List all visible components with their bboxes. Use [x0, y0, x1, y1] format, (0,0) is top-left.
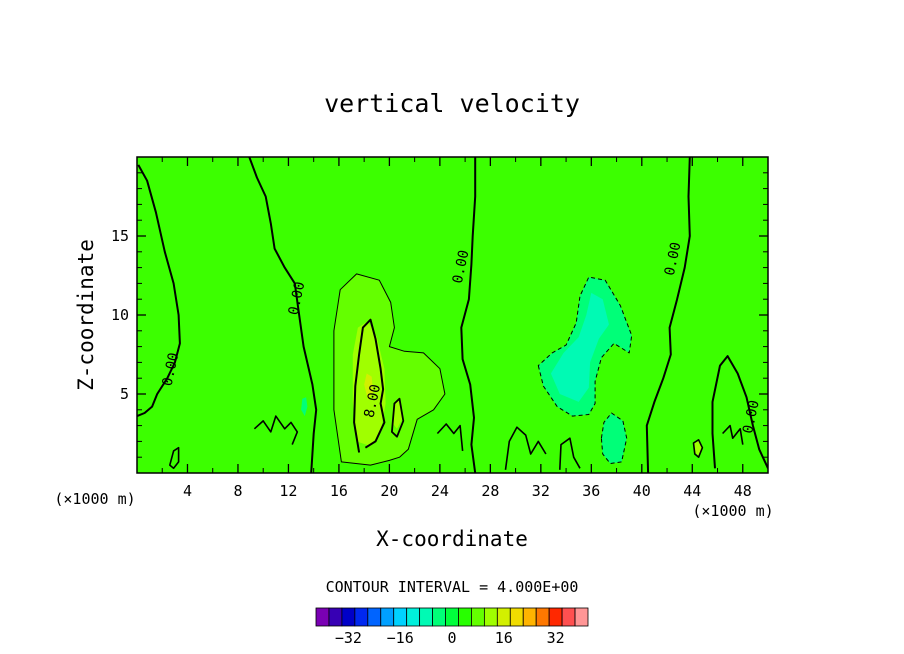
x-tick-label: 24 [431, 482, 449, 500]
x-tick-label: 32 [532, 482, 550, 500]
x-tick-label: 12 [279, 482, 297, 500]
colorbar-swatch [471, 607, 485, 627]
y-tick-label: 10 [111, 306, 129, 324]
updraft-peak-fill [364, 373, 373, 401]
wavy-bottom-5 [722, 424, 744, 445]
contour-label: 0.00 [740, 399, 763, 435]
colorbar-swatch [496, 607, 511, 627]
eight-contour [353, 318, 386, 453]
x-axis: 4 8 12 16 20 24 28 32 36 40 44 48 [161, 157, 752, 500]
colorbar-swatch [432, 607, 446, 627]
colorbar-ticks: −32 −16 0 16 32 [335, 629, 565, 647]
colorbar-swatch [419, 607, 433, 627]
downdraft-core-fill [550, 292, 609, 402]
x-tick-label: 4 [183, 482, 192, 500]
wavy-bottom-1 [253, 415, 299, 445]
colorbar-tick-label: 32 [547, 629, 565, 647]
colorbar-swatch [509, 607, 524, 627]
x-tick-label: 40 [633, 482, 651, 500]
wavy-bottom-4 [559, 437, 581, 470]
neg-four-contour [537, 276, 633, 417]
zero-contour-left [137, 164, 181, 418]
neg-four-contour-lower [600, 412, 628, 464]
colorbar-swatch [354, 607, 369, 627]
contour-interval-text: CONTOUR INTERVAL = 4.000E+00 [326, 578, 579, 596]
colorbar-swatch [445, 607, 459, 627]
chart-title: vertical velocity [324, 89, 580, 118]
x-tick-label: 8 [233, 482, 242, 500]
zero-contour-right [711, 355, 768, 469]
colorbar-swatch [561, 607, 576, 627]
y-tick-label: 5 [120, 385, 129, 403]
small-loop-1 [169, 446, 180, 470]
colorbar [315, 607, 589, 627]
zero-contour-4 [645, 157, 691, 473]
x-tick-label: 20 [380, 482, 398, 500]
four-contour [333, 273, 446, 466]
colorbar-swatch [328, 607, 343, 627]
colorbar-swatch [393, 607, 408, 627]
contour-label: 0.00 [160, 351, 183, 387]
colorbar-tick-label: −16 [387, 629, 414, 647]
y-tick-label: 15 [111, 227, 129, 245]
small-loop-2 [692, 439, 704, 458]
y-axis: 5 10 15 [111, 172, 768, 458]
x-axis-label: X-coordinate [376, 527, 528, 551]
wavy-bottom-3 [504, 426, 547, 470]
colorbar-swatch [535, 607, 550, 627]
y-axis-label: Z-coordinate [74, 239, 98, 391]
zero-contour-2 [248, 157, 318, 473]
colorbar-swatch [574, 607, 589, 627]
downdraft-small-fill [301, 397, 308, 417]
colorbar-swatch [458, 607, 472, 627]
eight-contour-lobe [391, 397, 405, 438]
x-unit-label-right: (×1000 m) [692, 502, 773, 520]
x-unit-label: (×1000 m) [54, 490, 135, 508]
plot-area: 0.00 0.00 8.00 0.00 0.00 0.00 [136, 156, 769, 474]
colorbar-swatch [367, 607, 382, 627]
x-tick-label: 36 [582, 482, 600, 500]
colorbar-tick-label: 16 [495, 629, 513, 647]
colorbar-swatch [315, 607, 330, 627]
colorbar-tick-label: 0 [447, 629, 456, 647]
x-tick-label: 48 [734, 482, 752, 500]
x-tick-label: 44 [683, 482, 701, 500]
x-tick-label: 28 [481, 482, 499, 500]
colorbar-swatch [548, 607, 563, 627]
contour-label: 0.00 [662, 241, 685, 277]
field-background [137, 157, 768, 473]
colorbar-swatch [380, 607, 395, 627]
contour-label: 8.00 [362, 383, 385, 419]
colorbar-swatch [483, 607, 498, 627]
colorbar-swatch [522, 607, 537, 627]
contour-label: 0.00 [286, 280, 309, 316]
wavy-bottom-2 [436, 423, 464, 451]
colorbar-swatch [341, 607, 356, 627]
zero-contour-3 [460, 157, 477, 473]
x-tick-label: 16 [330, 482, 348, 500]
contour-label: 0.00 [450, 249, 473, 285]
colorbar-swatch [406, 607, 421, 627]
downdraft-lower-fill [601, 413, 627, 464]
colorbar-tick-label: −32 [335, 629, 362, 647]
